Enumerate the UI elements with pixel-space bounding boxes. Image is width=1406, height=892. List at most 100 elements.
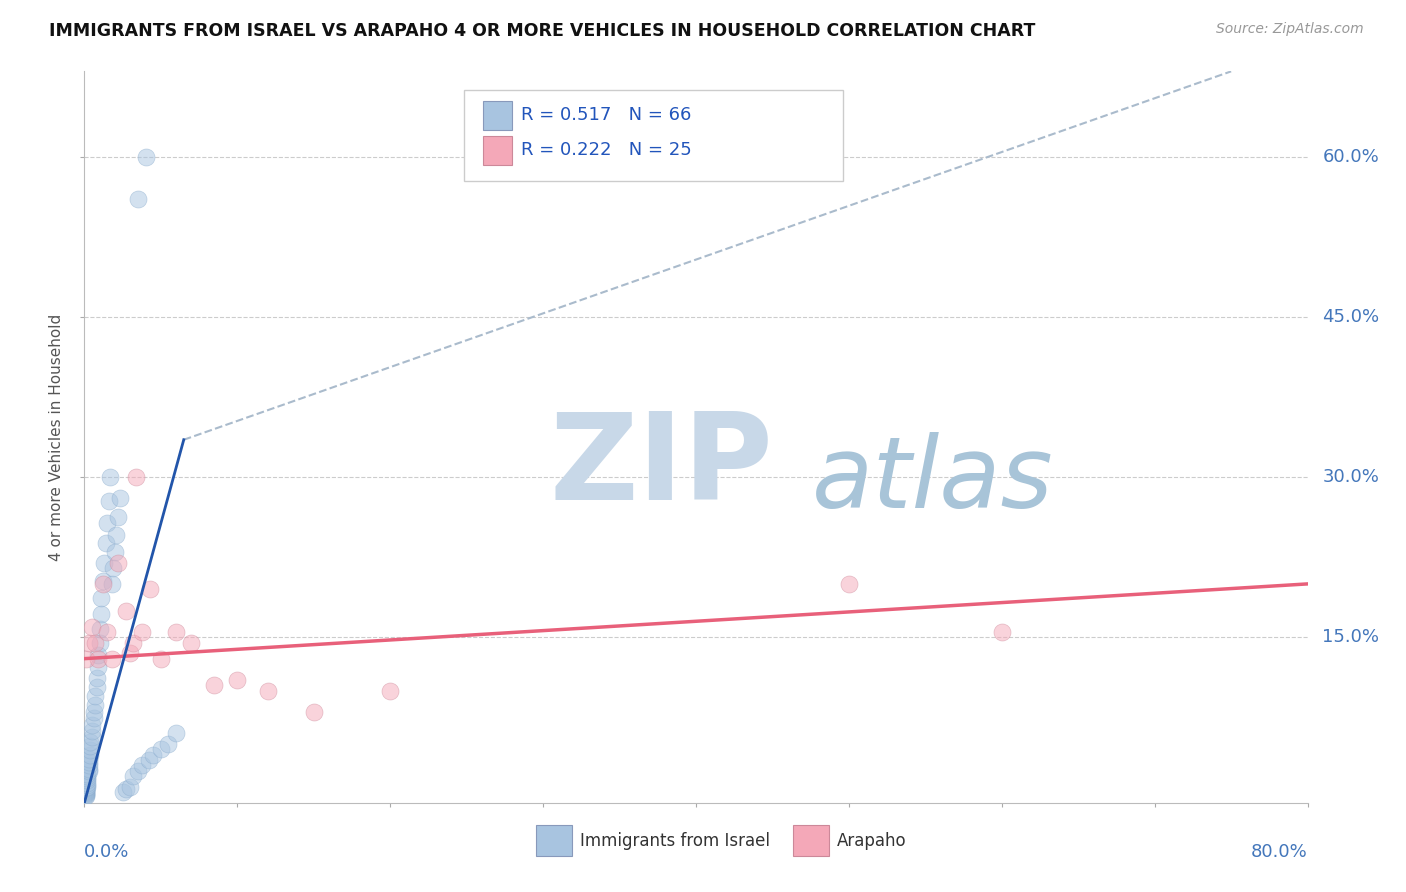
Point xyxy=(77,764,100,778)
Text: IMMIGRANTS FROM ISRAEL VS ARAPAHO 4 OR MORE VEHICLES IN HOUSEHOLD CORRELATION CH: IMMIGRANTS FROM ISRAEL VS ARAPAHO 4 OR M… xyxy=(49,22,1036,40)
Point xyxy=(107,509,129,524)
Point xyxy=(90,591,112,605)
Point xyxy=(380,683,402,698)
Point xyxy=(75,787,97,801)
Point xyxy=(125,470,148,484)
Point xyxy=(101,651,124,665)
Point xyxy=(120,780,142,794)
Point xyxy=(77,762,100,776)
Point xyxy=(302,705,325,719)
Point xyxy=(79,735,101,749)
Text: 45.0%: 45.0% xyxy=(1322,308,1379,326)
Point xyxy=(89,635,111,649)
Point xyxy=(83,705,105,719)
Point xyxy=(80,724,103,739)
Point xyxy=(131,758,153,772)
Point xyxy=(139,582,162,597)
Point xyxy=(76,769,98,783)
Point xyxy=(991,624,1014,639)
Point xyxy=(165,624,187,639)
Point xyxy=(94,536,117,550)
FancyBboxPatch shape xyxy=(484,101,513,130)
Point xyxy=(90,607,112,621)
Point xyxy=(122,635,145,649)
Point xyxy=(91,577,114,591)
Point xyxy=(93,556,115,570)
Point xyxy=(98,470,121,484)
Point xyxy=(108,491,131,506)
FancyBboxPatch shape xyxy=(464,90,842,181)
Point xyxy=(75,780,97,794)
Point xyxy=(77,758,100,772)
Point xyxy=(76,775,98,789)
Point xyxy=(149,742,172,756)
Point xyxy=(96,516,118,530)
Point xyxy=(838,577,860,591)
Point xyxy=(75,651,97,665)
Point xyxy=(79,739,101,754)
Point xyxy=(75,781,97,796)
FancyBboxPatch shape xyxy=(793,825,830,856)
Point xyxy=(86,671,108,685)
Point xyxy=(97,493,120,508)
Point xyxy=(84,698,107,712)
Point xyxy=(114,781,136,796)
Text: 30.0%: 30.0% xyxy=(1322,468,1379,486)
Point xyxy=(83,711,105,725)
Point xyxy=(103,561,125,575)
Text: atlas: atlas xyxy=(813,433,1054,530)
Point xyxy=(226,673,249,687)
Text: 15.0%: 15.0% xyxy=(1322,628,1379,647)
Point xyxy=(149,651,172,665)
Text: ZIP: ZIP xyxy=(550,408,773,524)
Point xyxy=(91,574,114,588)
Point xyxy=(80,718,103,732)
Text: R = 0.517   N = 66: R = 0.517 N = 66 xyxy=(522,105,692,123)
Point xyxy=(87,651,110,665)
Point xyxy=(77,752,100,766)
Point xyxy=(80,619,103,633)
Point xyxy=(122,769,145,783)
Point xyxy=(76,773,98,788)
Point xyxy=(84,635,107,649)
Point xyxy=(135,150,157,164)
Point xyxy=(75,789,97,804)
Point xyxy=(75,783,97,797)
Point xyxy=(127,193,149,207)
Text: 80.0%: 80.0% xyxy=(1251,843,1308,861)
Point xyxy=(79,747,101,762)
Point xyxy=(75,786,97,800)
Point xyxy=(89,622,111,636)
Point xyxy=(105,528,128,542)
Point xyxy=(84,689,107,703)
Point xyxy=(75,785,97,799)
Point xyxy=(86,681,108,695)
Point xyxy=(138,753,160,767)
Point xyxy=(165,726,187,740)
Point xyxy=(76,767,98,781)
Point xyxy=(127,764,149,778)
Text: R = 0.222   N = 25: R = 0.222 N = 25 xyxy=(522,141,692,159)
Point xyxy=(131,624,153,639)
Point xyxy=(111,785,134,799)
Point xyxy=(75,784,97,798)
Point xyxy=(114,604,136,618)
Point xyxy=(75,780,97,795)
Point xyxy=(75,789,97,803)
Text: Source: ZipAtlas.com: Source: ZipAtlas.com xyxy=(1216,22,1364,37)
Text: Immigrants from Israel: Immigrants from Israel xyxy=(579,832,769,850)
Point xyxy=(107,556,129,570)
FancyBboxPatch shape xyxy=(484,136,513,165)
Point xyxy=(142,747,165,762)
Text: 0.0%: 0.0% xyxy=(84,843,129,861)
Point xyxy=(101,577,124,591)
Text: 60.0%: 60.0% xyxy=(1322,148,1379,166)
Point xyxy=(96,624,118,639)
Point xyxy=(180,635,202,649)
Point xyxy=(80,730,103,744)
Point xyxy=(77,635,100,649)
Point xyxy=(76,778,98,792)
Y-axis label: 4 or more Vehicles in Household: 4 or more Vehicles in Household xyxy=(49,313,65,561)
Point xyxy=(79,743,101,757)
Point xyxy=(202,678,225,692)
